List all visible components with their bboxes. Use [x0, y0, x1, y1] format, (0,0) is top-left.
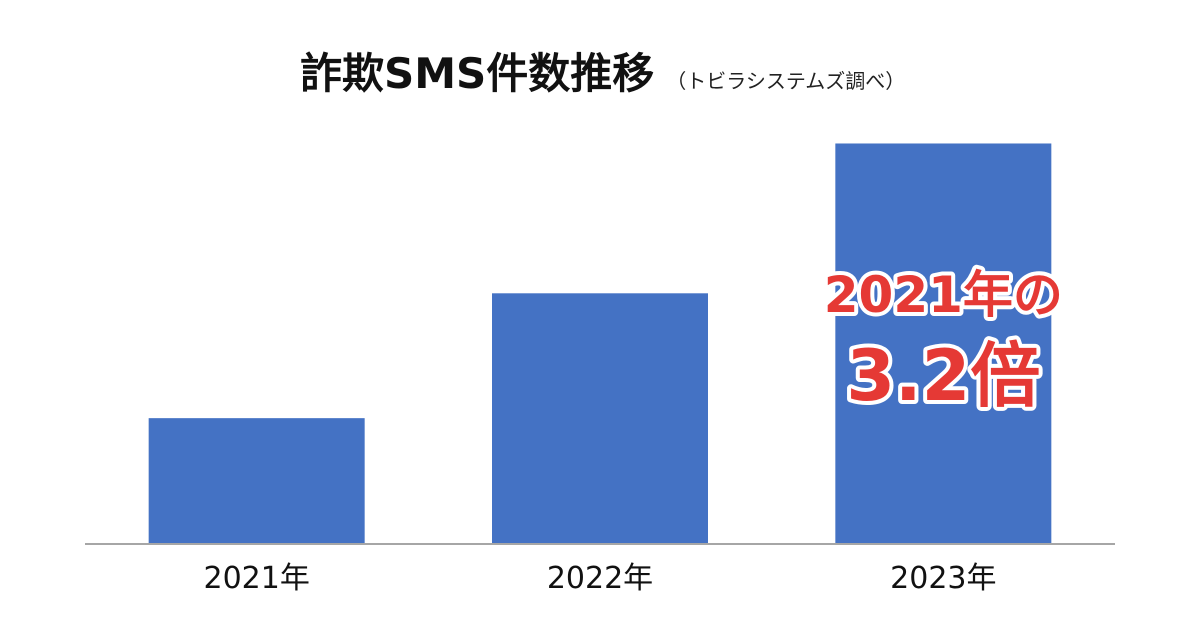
x-tick-label: 2021年 [203, 561, 309, 596]
annotation-line-2: 3.2倍 [846, 335, 1040, 417]
x-tick-label: 2022年 [547, 561, 653, 596]
bars-group [148, 143, 1052, 543]
chart-subtitle: （トビラシステムズ調べ） [666, 69, 906, 93]
annotation-line-1: 2021年の [824, 266, 1063, 324]
x-tick-label: 2023年 [890, 561, 996, 596]
chart-title: 詐欺SMS件数推移 [300, 49, 655, 98]
bar-2 [492, 293, 708, 543]
x-tick-labels: 2021年 2022年 2023年 [203, 561, 996, 596]
chart-title-area: 詐欺SMS件数推移 （トビラシステムズ調べ） [300, 40, 905, 101]
bar-3 [835, 143, 1052, 543]
bar-1 [148, 418, 365, 543]
